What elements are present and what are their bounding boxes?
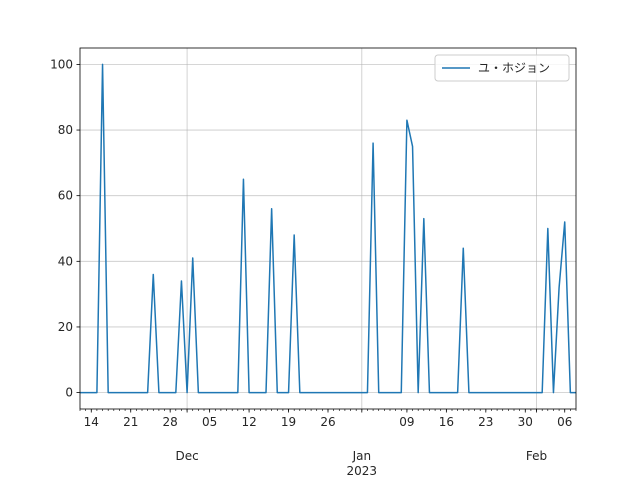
x-tick-label: 23: [478, 415, 493, 429]
x-tick-label: 12: [241, 415, 256, 429]
x-tick-label: 30: [518, 415, 533, 429]
legend: ユ・ホジョン: [434, 54, 570, 82]
legend-label: ユ・ホジョン: [478, 61, 550, 75]
x-month-label: Feb: [526, 449, 547, 463]
x-tick-label: 09: [399, 415, 414, 429]
x-tick-label: 28: [163, 415, 178, 429]
y-tick-label: 100: [50, 57, 73, 71]
x-tick-label: 14: [84, 415, 99, 429]
x-tick-label: 19: [281, 415, 296, 429]
x-tick-label: 05: [202, 415, 217, 429]
x-tick-label: 06: [557, 415, 572, 429]
x-tick-label: 16: [439, 415, 454, 429]
y-tick-label: 0: [65, 386, 73, 400]
x-year-label: 2023: [347, 464, 378, 478]
x-tick-label: 26: [320, 415, 335, 429]
y-tick-label: 80: [58, 123, 73, 137]
x-tick-label: 21: [123, 415, 138, 429]
x-month-label: Dec: [175, 449, 198, 463]
series-line: [80, 63, 576, 394]
y-tick-label: 20: [58, 320, 73, 334]
x-month-label: Jan: [352, 449, 372, 463]
y-tick-label: 60: [58, 189, 73, 203]
y-axis: 0 20 40 60 80 100: [50, 57, 80, 400]
series-layer: [80, 63, 576, 394]
y-tick-label: 40: [58, 254, 73, 268]
legend-box: [434, 54, 570, 82]
